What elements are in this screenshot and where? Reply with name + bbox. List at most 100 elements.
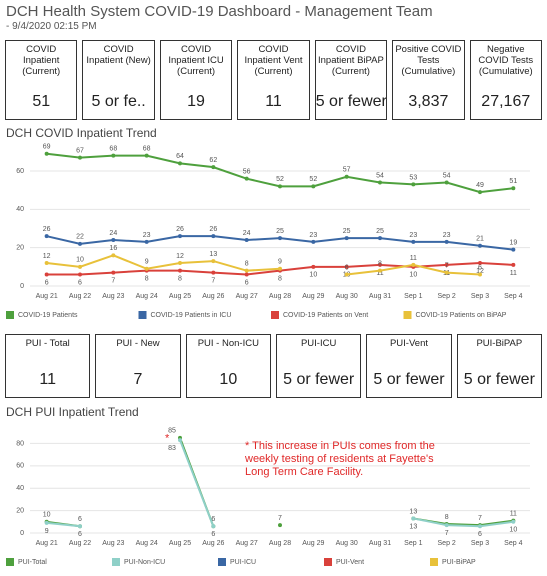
data-label: 16 (109, 245, 117, 252)
data-label: 26 (209, 226, 217, 233)
data-point (211, 270, 216, 275)
data-label: 9 (145, 259, 149, 266)
data-point (244, 272, 249, 277)
data-point (278, 266, 282, 271)
data-point (511, 186, 516, 191)
data-label: 52 (276, 176, 284, 183)
kpi-label: COVID Inpatient (Current) (22, 44, 61, 77)
kpi-value: 27,167 (481, 93, 531, 110)
legend-swatch (324, 558, 332, 566)
data-label: 67 (76, 147, 84, 154)
legend-swatch (271, 311, 279, 319)
kpi-card: Negative COVID Tests (Cumulative) 27,167 (469, 40, 542, 120)
data-label: 51 (509, 178, 517, 185)
data-label: 53 (409, 174, 417, 181)
data-point (478, 261, 482, 265)
data-point (478, 272, 482, 277)
data-label: 24 (243, 230, 251, 237)
y-tick-label: 40 (16, 485, 24, 492)
data-label: 26 (176, 226, 184, 233)
data-point (444, 270, 449, 275)
kpi-value: 5 or fe.. (91, 93, 146, 110)
kpi-value: 19 (187, 93, 205, 110)
data-label: 8 (145, 276, 149, 283)
data-label: 12 (176, 253, 184, 260)
x-tick-label: Aug 24 (136, 293, 158, 300)
data-label: 64 (176, 153, 184, 160)
data-point (478, 524, 482, 529)
data-label: 10 (43, 512, 51, 519)
data-label: 6 (211, 531, 215, 538)
legend-swatch (430, 558, 438, 566)
x-tick-label: Aug 30 (336, 293, 358, 300)
kpi-label: COVID Inpatient Vent (Current) (244, 44, 303, 77)
x-tick-label: Sep 4 (504, 540, 522, 547)
data-label: 68 (143, 146, 151, 153)
data-label: 52 (309, 176, 317, 183)
kpi-value: 51 (32, 93, 51, 110)
data-point (311, 264, 316, 269)
data-point (78, 524, 82, 529)
kpi-value: 5 or fewer (315, 93, 387, 110)
data-point (178, 234, 182, 239)
kpi-label: PUI - New (116, 338, 160, 349)
kpi-card: COVID Inpatient (Current) 51 (5, 40, 78, 120)
x-tick-label: Aug 25 (169, 293, 191, 300)
data-label: 6 (478, 531, 482, 538)
x-tick-label: Aug 21 (36, 293, 58, 300)
kpi-card: PUI - Non-ICU 10 (185, 334, 271, 398)
data-label: 13 (409, 508, 417, 515)
kpi-label: COVID Inpatient ICU (Current) (168, 44, 224, 77)
x-tick-label: Aug 22 (69, 293, 91, 300)
x-tick-label: Aug 22 (69, 540, 91, 547)
kpi-label: PUI - Non-ICU (197, 338, 259, 349)
data-label: 10 (509, 527, 517, 534)
data-point (111, 238, 116, 242)
data-point (511, 519, 516, 524)
x-tick-label: Aug 31 (369, 293, 391, 300)
data-label: 9 (45, 528, 49, 535)
data-point (111, 253, 116, 258)
data-label: 62 (209, 157, 217, 164)
kpi-value: 5 or fewer (373, 371, 445, 388)
data-label: 83 (168, 445, 176, 452)
data-point (378, 180, 382, 185)
data-point (344, 264, 349, 269)
legend-label: COVID-19 Patients (18, 312, 78, 319)
data-label: 23 (309, 232, 317, 239)
series-line (46, 439, 514, 528)
y-tick-label: 20 (16, 245, 24, 252)
data-point (411, 516, 416, 521)
data-point (111, 153, 116, 158)
data-point (311, 184, 316, 189)
data-label: 6 (78, 531, 82, 538)
data-label: 7 (278, 515, 282, 522)
kpi-card: COVID Inpatient (New) 5 or fe.. (82, 40, 155, 120)
annotation-marker: * (165, 433, 170, 445)
data-label: 10 (309, 272, 317, 279)
kpi-card: COVID Inpatient BiPAP (Current) 5 or fewe… (314, 40, 388, 120)
data-label: 12 (43, 253, 51, 260)
data-point (244, 268, 249, 273)
data-label: 11 (510, 270, 517, 277)
legend-label: PUI-Vent (336, 559, 364, 566)
y-tick-label: 80 (16, 440, 24, 447)
chart-title: DCH PUI Inpatient Trend (6, 405, 139, 419)
data-point (278, 236, 282, 241)
kpi-label: PUI-ICU (300, 338, 337, 349)
data-point (44, 272, 49, 277)
data-point (344, 236, 349, 241)
data-label: 6 (78, 279, 82, 286)
x-tick-label: Aug 21 (36, 540, 58, 547)
data-label: 23 (143, 232, 151, 239)
data-point (211, 259, 216, 264)
data-label: 85 (168, 428, 176, 435)
x-tick-label: Sep 1 (404, 540, 422, 547)
data-point (178, 261, 182, 265)
data-label: 6 (211, 516, 215, 523)
data-point (78, 264, 82, 269)
data-point (344, 174, 349, 179)
data-label: 7 (445, 262, 449, 269)
x-tick-label: Aug 27 (236, 540, 258, 547)
